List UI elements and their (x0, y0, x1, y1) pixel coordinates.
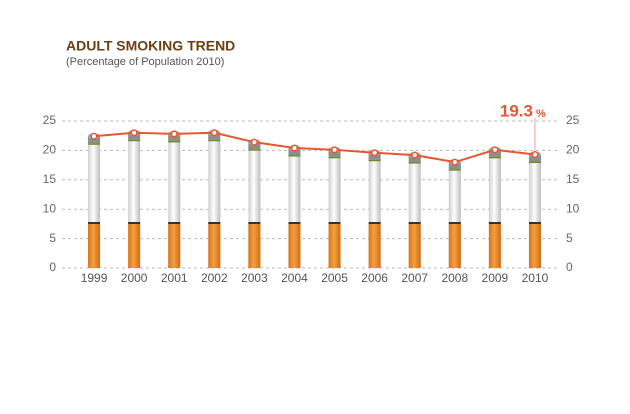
burn-line (248, 149, 261, 151)
x-tick-label: 2009 (482, 271, 509, 285)
trend-point (250, 138, 258, 146)
cigarette-filter (168, 223, 181, 268)
cigarette (168, 130, 181, 268)
cigarette (208, 129, 221, 268)
y2-tick-label: 20 (566, 143, 580, 157)
burn-line (288, 155, 301, 157)
trend-point (90, 132, 98, 140)
x-tick-label: 2008 (441, 271, 468, 285)
trend-line (93, 131, 536, 164)
y2-tick-label: 10 (566, 201, 580, 215)
filter-band (368, 222, 381, 224)
y-tick-label: 25 (43, 113, 57, 127)
cigarette-filter (248, 223, 261, 268)
x-tick-label: 2003 (241, 271, 268, 285)
x-tick-label: 2005 (321, 271, 348, 285)
cigarette (128, 129, 141, 268)
cigarette (448, 159, 461, 268)
y-tick-label: 0 (49, 260, 56, 274)
burn-line (368, 159, 381, 162)
value-label-unit: % (536, 108, 546, 120)
x-tick-label: 2006 (361, 271, 388, 285)
cigarette-filter (528, 223, 541, 268)
y2-tick-label: 15 (566, 172, 580, 186)
cigarette (88, 133, 101, 268)
y-tick-label: 15 (43, 172, 57, 186)
burn-line (448, 169, 461, 171)
cigarette-filter (128, 223, 141, 268)
cigarette (248, 139, 261, 268)
cigarette (288, 145, 301, 268)
filter-band (288, 222, 301, 224)
filter-band (88, 222, 101, 224)
cigarette-filter (368, 223, 381, 268)
cigarette (408, 152, 421, 268)
burn-line (488, 156, 501, 159)
filter-band (488, 222, 501, 224)
chart-title: ADULT SMOKING TREND (66, 38, 235, 54)
burn-line (408, 162, 421, 164)
x-tick-label: 2001 (161, 271, 188, 285)
filter-band (168, 222, 181, 224)
trend-point (411, 151, 419, 159)
x-tick-label: 2004 (281, 271, 308, 285)
y2-tick-label: 0 (566, 260, 573, 274)
burn-line (328, 156, 341, 159)
trend-point (170, 130, 178, 138)
trend-point (371, 149, 379, 157)
filter-band (248, 222, 261, 224)
filter-band (528, 222, 541, 224)
x-tick-label: 2002 (201, 271, 228, 285)
trend-point (210, 129, 218, 137)
filter-band (128, 222, 141, 224)
filter-band (328, 222, 341, 224)
y-tick-label: 20 (43, 143, 57, 157)
trend-point (451, 158, 459, 166)
filter-band (448, 222, 461, 224)
cigarette-filter (488, 223, 501, 268)
burn-line (128, 139, 141, 142)
trend-point (130, 129, 138, 137)
cigarette-filter (328, 223, 341, 268)
trend-point (330, 146, 339, 154)
x-tick-label: 1999 (81, 271, 108, 285)
cigarette (328, 146, 341, 268)
trend-point (290, 144, 299, 152)
x-tick-label: 2010 (522, 271, 549, 285)
burn-line (168, 140, 181, 143)
y-tick-label: 5 (49, 231, 56, 245)
x-tick-label: 2000 (121, 271, 148, 285)
cigarette-filter (288, 223, 301, 268)
cigarette-filter (88, 223, 101, 268)
chart-subtitle: (Percentage of Population 2010) (66, 56, 224, 68)
burn-line (208, 139, 221, 142)
cigarette-filter (408, 223, 421, 268)
cigarette (528, 151, 541, 268)
filter-band (408, 222, 421, 224)
y2-tick-label: 5 (566, 231, 573, 245)
cigarette (368, 149, 381, 268)
burn-line (88, 143, 101, 145)
x-tick-label: 2007 (401, 271, 428, 285)
filter-band (208, 222, 221, 224)
trend-point (531, 150, 539, 159)
trend-point (491, 146, 499, 154)
cigarette-filter (208, 223, 221, 268)
y-tick-label: 10 (43, 201, 57, 215)
y2-tick-label: 25 (566, 113, 580, 127)
value-label: 19.3 (500, 101, 533, 120)
burn-line (528, 161, 541, 164)
cigarette (488, 146, 501, 268)
cigarette-filter (448, 223, 461, 268)
